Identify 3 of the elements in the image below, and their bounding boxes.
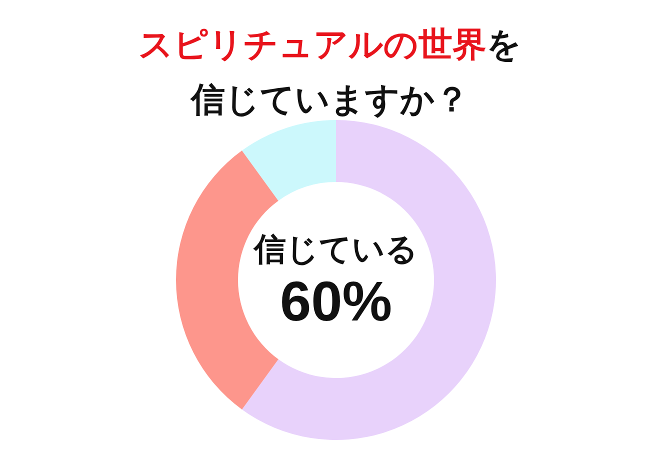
data-label: 60% [280, 270, 392, 332]
slice-label: 信じている [252, 230, 418, 268]
chart-title: スピリチュアルの世界を信じていますか？ [138, 25, 522, 120]
